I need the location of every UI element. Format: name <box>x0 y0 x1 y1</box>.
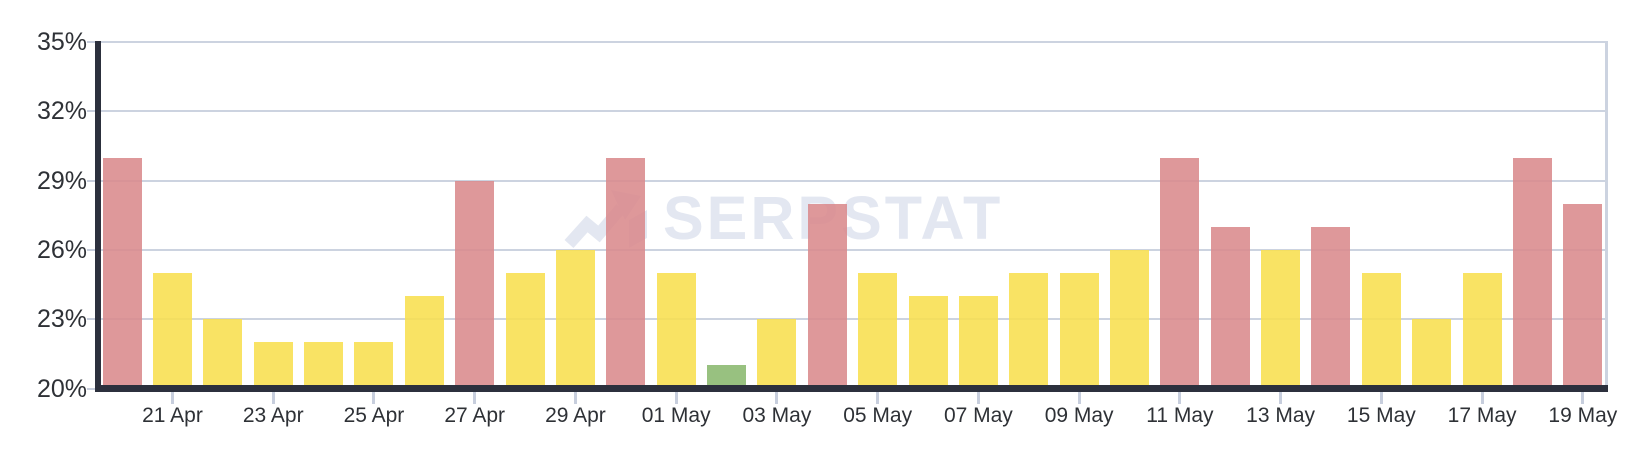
x-axis-tick <box>876 391 880 404</box>
x-axis-label: 01 May <box>641 404 711 427</box>
y-axis-tick <box>87 387 95 390</box>
bar-05-may[interactable] <box>858 273 898 385</box>
x-axis-label: 29 Apr <box>545 404 606 427</box>
bar-11-may[interactable] <box>1160 157 1200 385</box>
x-axis-tick <box>775 391 779 404</box>
bar-26-apr[interactable] <box>404 296 444 385</box>
bar-02-may[interactable] <box>707 365 747 385</box>
x-axis-label: 11 May <box>1146 404 1214 427</box>
y-axis-label: 29% <box>36 166 87 195</box>
bar-27-apr[interactable] <box>455 180 495 385</box>
x-axis-tick <box>473 391 477 404</box>
x-axis-line <box>95 385 1608 392</box>
x-axis-tick <box>1077 391 1081 404</box>
bar-22-apr[interactable] <box>203 319 243 385</box>
x-axis-label: 21 Apr <box>142 404 203 427</box>
x-axis-label: 15 May <box>1346 404 1416 427</box>
y-axis-tick <box>87 248 95 251</box>
bar-01-may[interactable] <box>656 273 696 385</box>
gridline-29 <box>101 179 1605 182</box>
bar-03-may[interactable] <box>757 319 797 385</box>
x-axis-tick <box>573 391 577 404</box>
y-axis-line <box>95 41 101 392</box>
bar-15-may[interactable] <box>1361 273 1401 385</box>
bar-17-may[interactable] <box>1462 273 1502 385</box>
x-axis-tick <box>674 391 678 404</box>
bar-24-apr[interactable] <box>304 342 344 385</box>
plot-right-border <box>1605 41 1608 385</box>
y-axis-tick <box>87 318 95 321</box>
bar-21-apr[interactable] <box>152 273 192 385</box>
bar-29-apr[interactable] <box>555 249 595 385</box>
x-axis-tick <box>372 391 376 404</box>
x-axis-label: 25 Apr <box>343 404 405 427</box>
bar-08-may[interactable] <box>1009 273 1049 385</box>
x-axis-label: 19 May <box>1548 404 1618 427</box>
x-axis-tick <box>170 391 174 404</box>
bar-23-apr[interactable] <box>253 342 293 385</box>
bar-30-apr[interactable] <box>606 157 646 385</box>
bar-10-may[interactable] <box>1110 249 1149 385</box>
y-axis-label: 26% <box>36 235 87 264</box>
y-axis-tick <box>87 179 95 182</box>
x-axis-tick <box>271 391 275 404</box>
bar-16-may[interactable] <box>1412 319 1452 385</box>
y-axis-label: 35% <box>36 28 87 56</box>
bar-25-apr[interactable] <box>354 342 394 385</box>
x-axis-label: 13 May <box>1246 404 1316 427</box>
x-axis-label: 17 May <box>1447 404 1517 427</box>
bar-14-may[interactable] <box>1311 226 1351 385</box>
x-axis-tick <box>1581 391 1585 404</box>
bar-19-may[interactable] <box>1563 203 1603 385</box>
x-axis-label: 05 May <box>843 404 913 427</box>
bar-09-may[interactable] <box>1059 273 1099 385</box>
y-axis-tick <box>87 41 95 43</box>
bar-07-may[interactable] <box>958 296 998 385</box>
x-axis-label: 03 May <box>742 404 812 427</box>
y-axis-label: 32% <box>36 97 87 126</box>
x-axis-label: 23 Apr <box>242 404 304 427</box>
x-axis-tick <box>1480 391 1484 404</box>
bar-28-apr[interactable] <box>505 273 545 385</box>
y-axis-label: 23% <box>36 305 87 334</box>
x-axis-tick <box>1178 391 1182 404</box>
bar-06-may[interactable] <box>908 296 948 385</box>
y-axis-label: 20% <box>36 374 87 403</box>
gridline-35 <box>101 41 1605 43</box>
x-axis-tick <box>1379 391 1383 404</box>
bar-12-may[interactable] <box>1210 226 1250 385</box>
bar-13-may[interactable] <box>1261 249 1301 385</box>
bar-18-may[interactable] <box>1512 157 1552 385</box>
x-axis-tick <box>1279 391 1283 404</box>
gridline-23 <box>101 318 1605 321</box>
x-axis-label: 27 Apr <box>444 404 506 427</box>
x-axis-label: 09 May <box>1044 404 1114 427</box>
x-axis-label: 07 May <box>943 404 1013 427</box>
bar-04-may[interactable] <box>807 203 847 385</box>
gridline-26 <box>101 248 1605 251</box>
gridline-32 <box>101 110 1605 113</box>
x-axis-tick <box>976 391 980 404</box>
y-axis-tick <box>87 110 95 113</box>
bar-20-apr[interactable] <box>102 157 142 385</box>
